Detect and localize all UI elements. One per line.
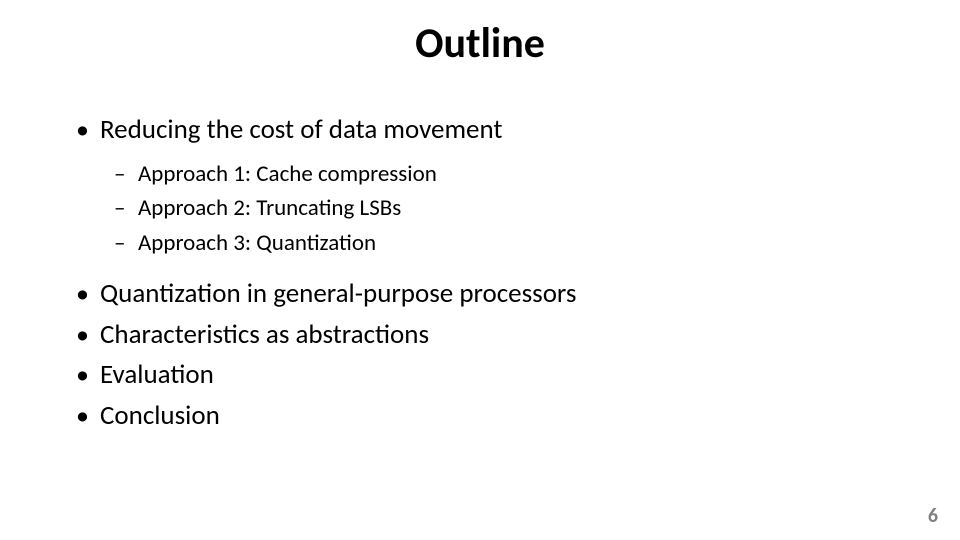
list-item: Approach 3: Quantization (112, 226, 890, 261)
list-item: Approach 1: Cache compression (112, 157, 890, 192)
bullet-text: Evaluation (100, 358, 214, 391)
slide: Outline Reducing the cost of data moveme… (0, 0, 960, 540)
page-number: 6 (928, 504, 938, 528)
slide-content: Reducing the cost of data movement Appro… (70, 110, 890, 436)
sub-bullet-text: Approach 1: Cache compression (138, 160, 437, 188)
bullet-text: Reducing the cost of data movement (100, 113, 502, 146)
sub-list: Approach 1: Cache compression Approach 2… (112, 157, 890, 261)
list-item: Conclusion (70, 396, 890, 437)
list-item: Characteristics as abstractions (70, 315, 890, 356)
sub-bullet-text: Approach 2: Truncating LSBs (138, 194, 401, 222)
bullet-text: Conclusion (100, 399, 220, 432)
sub-bullet-text: Approach 3: Quantization (138, 229, 376, 257)
slide-title: Outline (0, 18, 960, 69)
list-item: Evaluation (70, 355, 890, 396)
list-item: Reducing the cost of data movement Appro… (70, 110, 890, 260)
bullet-list: Reducing the cost of data movement Appro… (70, 110, 890, 436)
bullet-text: Quantization in general-purpose processo… (100, 277, 576, 310)
list-item: Approach 2: Truncating LSBs (112, 191, 890, 226)
bullet-text: Characteristics as abstractions (100, 318, 429, 351)
list-item: Quantization in general-purpose processo… (70, 274, 890, 315)
